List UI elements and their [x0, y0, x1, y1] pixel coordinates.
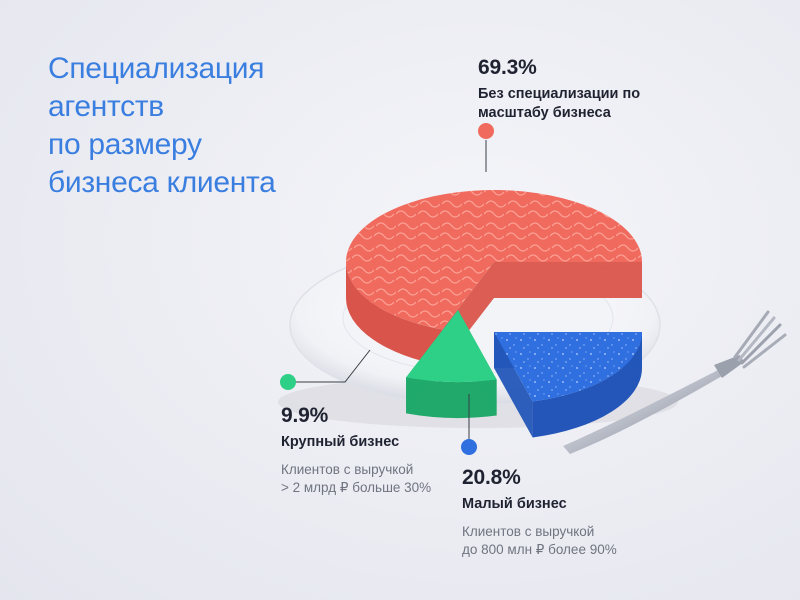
- title-line: бизнеса клиента: [48, 166, 276, 199]
- legend-dot-none: [478, 123, 494, 139]
- pie-slices: [346, 189, 642, 438]
- pie-slice-face: [494, 332, 533, 438]
- slice-description-line: Клиентов с выручкой: [281, 462, 414, 477]
- slice-name-line: Без специализации по: [478, 86, 641, 102]
- pie-slice: [406, 310, 497, 418]
- slice-label-small-business: 20.8% Малый бизнес Клиентов с выручкой д…: [462, 466, 682, 559]
- pie-slice-face: [494, 262, 642, 298]
- pie-slice-side: [346, 262, 443, 366]
- title-line: агентств: [48, 90, 164, 123]
- slice-label-large-business: 9.9% Крупный бизнес Клиентов с выручкой …: [281, 404, 481, 497]
- title-line: Специализация: [48, 52, 265, 85]
- page-title: Специализация агентств по размеру бизнес…: [48, 50, 348, 202]
- slice-description: Клиентов с выручкой до 800 млн ₽ более 9…: [462, 523, 682, 559]
- slice-description-line: Клиентов с выручкой: [462, 524, 595, 539]
- pie-slice-texture: [494, 332, 642, 402]
- pie-slice-side: [406, 377, 497, 418]
- slice-name-line: масштабу бизнеса: [478, 105, 611, 121]
- slice-name: Малый бизнес: [462, 496, 567, 512]
- legend-dot-large: [280, 374, 296, 390]
- legend-dot-small: [461, 439, 477, 455]
- slice-label-no-specialization: 69.3% Без специализации по масштабу бизн…: [478, 56, 708, 123]
- pie-slice-side: [532, 332, 642, 438]
- pie-slice: [494, 332, 642, 438]
- slice-description-line: до 800 млн ₽ более 90%: [462, 542, 617, 557]
- leader-lines: [288, 140, 487, 446]
- title-line: по размеру: [48, 128, 202, 161]
- slice-description: Клиентов с выручкой > 2 млрд ₽ больше 30…: [281, 461, 481, 497]
- slice-percent: 20.8%: [462, 466, 521, 489]
- pie-slice-texture: [346, 189, 642, 330]
- pie-slice-top: [406, 310, 497, 382]
- slice-name: Крупный бизнес: [281, 434, 400, 450]
- slice-percent: 9.9%: [281, 404, 329, 427]
- slice-description-line: > 2 млрд ₽ больше 30%: [281, 480, 432, 495]
- slice-name: Без специализации по масштабу бизнеса: [478, 85, 708, 123]
- pie-slice: [346, 189, 642, 366]
- slice-percent: 69.3%: [478, 56, 537, 79]
- fork-icon: [563, 310, 787, 454]
